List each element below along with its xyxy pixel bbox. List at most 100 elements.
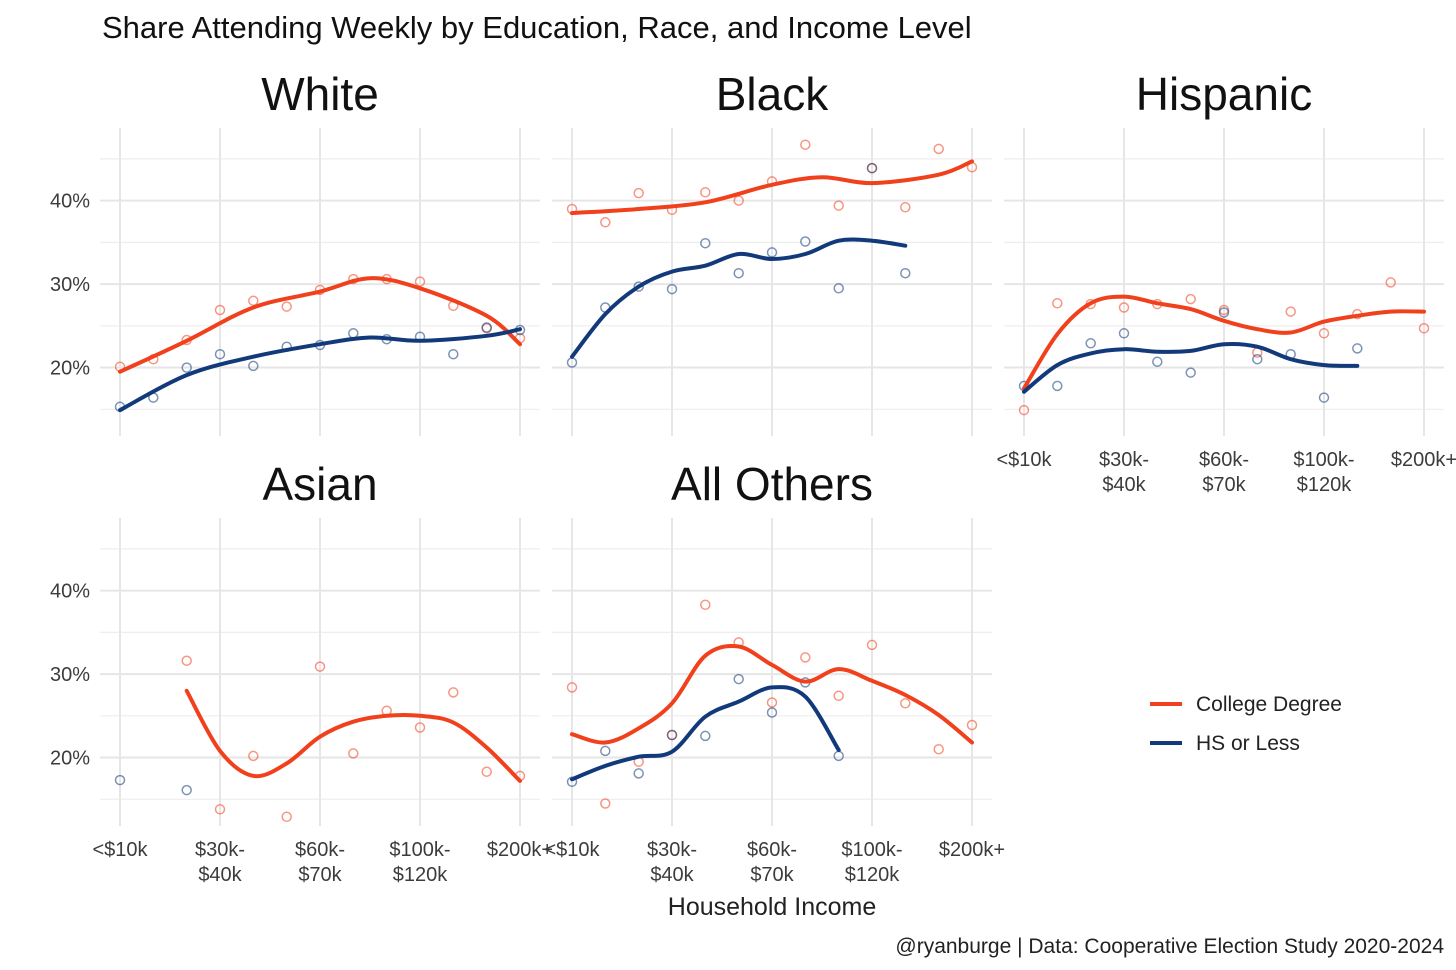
x-tick-label: $60k-$70k <box>747 839 797 886</box>
facet-title: Hispanic <box>1136 68 1312 120</box>
data-point-hs <box>1152 356 1163 367</box>
legend: College Degree HS or Less <box>1150 693 1342 755</box>
data-point-hs <box>181 784 192 796</box>
legend-label-hs: HS or Less <box>1196 732 1300 755</box>
data-point-hs <box>700 730 711 742</box>
data-point-college <box>833 690 844 702</box>
data-point-college <box>281 301 292 312</box>
y-tick-label: 40% <box>50 581 90 603</box>
data-point-college <box>766 697 778 708</box>
data-point-hs <box>214 348 226 360</box>
chart-title: Share Attending Weekly by Education, Rac… <box>102 10 972 45</box>
data-point-college <box>733 195 744 206</box>
trend-line-hs <box>570 685 841 782</box>
x-tick-label: $200k+ <box>1391 449 1456 471</box>
data-point-hs <box>114 774 126 786</box>
data-point-hs <box>833 283 844 294</box>
data-point-college <box>314 661 326 672</box>
data-point-college <box>214 804 226 815</box>
panel-hispanic: Hispanic <$10k $30k-$40k $60k-$70k $100k-$12… <box>996 68 1456 496</box>
data-point-college <box>600 798 611 809</box>
data-point-hs <box>1218 307 1230 318</box>
x-tick-label: <$10k <box>544 839 600 861</box>
y-tick-label: 40% <box>50 191 90 213</box>
data-point-college <box>1018 404 1030 416</box>
trend-line-hs <box>118 327 522 413</box>
panel-black: Black <box>552 68 992 436</box>
trend-line-college <box>1022 294 1426 391</box>
data-point-hs <box>633 768 644 779</box>
data-point-hs <box>666 283 678 295</box>
data-point-hs <box>1118 328 1130 339</box>
y-tick-label: 30% <box>50 274 90 296</box>
data-point-college <box>800 139 811 150</box>
data-point-college <box>414 276 426 287</box>
data-point-hs <box>866 162 878 174</box>
data-point-college <box>348 748 359 759</box>
x-tick-label: $100k-$120k <box>389 839 450 886</box>
data-point-college <box>1185 293 1196 305</box>
data-point-college <box>248 295 259 307</box>
data-point-college <box>1052 298 1063 309</box>
data-point-college <box>1285 306 1296 317</box>
data-point-hs <box>700 237 711 249</box>
data-point-hs <box>1352 343 1363 354</box>
data-point-college <box>481 766 492 777</box>
trend-line-college <box>118 276 522 374</box>
data-point-college <box>800 652 811 663</box>
facet-panels: White 20% 30% 40% Black Hispanic <$10k $30k-$40… <box>50 68 1456 886</box>
caption: @ryanburge | Data: Cooperative Election … <box>895 935 1444 958</box>
x-tick-label: $100k-$120k <box>841 839 902 886</box>
trend-line-college <box>570 643 974 745</box>
data-point-hs <box>833 750 844 762</box>
x-tick-label: <$10k <box>92 839 148 861</box>
data-point-hs <box>448 348 459 360</box>
data-point-hs <box>766 707 778 718</box>
data-point-college <box>566 682 578 693</box>
trend-line-hs <box>570 237 908 359</box>
data-point-college <box>633 187 644 199</box>
data-point-hs <box>900 267 911 279</box>
facet-title: White <box>261 68 379 120</box>
trend-line-hs <box>1022 341 1360 394</box>
data-point-college <box>866 639 878 651</box>
data-point-college <box>1418 323 1430 334</box>
data-point-college <box>1118 302 1130 313</box>
y-tick-label: 30% <box>50 664 90 686</box>
y-tick-label: 20% <box>50 358 90 380</box>
data-point-college <box>1318 328 1330 339</box>
panel-white: White 20% 30% 40% <box>50 68 540 436</box>
x-tick-label: $60k-$70k <box>295 839 345 886</box>
data-point-hs <box>766 247 778 258</box>
data-point-hs <box>600 745 611 757</box>
data-point-hs <box>1052 380 1063 392</box>
facet-title: All Others <box>671 458 873 510</box>
x-tick-label: $30k-$40k <box>195 839 245 886</box>
data-point-college <box>181 655 192 666</box>
data-point-college <box>414 722 426 733</box>
data-point-hs <box>733 267 744 279</box>
data-point-college <box>833 200 844 211</box>
y-tick-label: 20% <box>50 748 90 770</box>
data-point-college <box>900 698 911 709</box>
data-point-hs <box>666 729 678 741</box>
x-tick-label: $100k-$120k <box>1293 449 1354 496</box>
facet-title: Black <box>716 68 829 120</box>
trend-line-college <box>570 159 974 216</box>
data-point-hs <box>248 360 259 372</box>
x-tick-label: $200k+ <box>939 839 1005 861</box>
data-point-hs <box>1252 353 1263 365</box>
data-point-hs <box>1185 367 1196 378</box>
x-tick-label: $30k-$40k <box>647 839 697 886</box>
data-point-college <box>933 143 944 155</box>
data-point-college <box>248 750 259 762</box>
trend-line-college <box>184 688 522 783</box>
data-point-college <box>700 599 711 611</box>
data-point-hs <box>348 328 359 339</box>
data-point-hs <box>633 281 644 292</box>
data-point-college <box>600 217 611 228</box>
data-point-hs <box>181 362 192 373</box>
data-point-college <box>1385 277 1396 288</box>
data-point-college <box>700 187 711 198</box>
